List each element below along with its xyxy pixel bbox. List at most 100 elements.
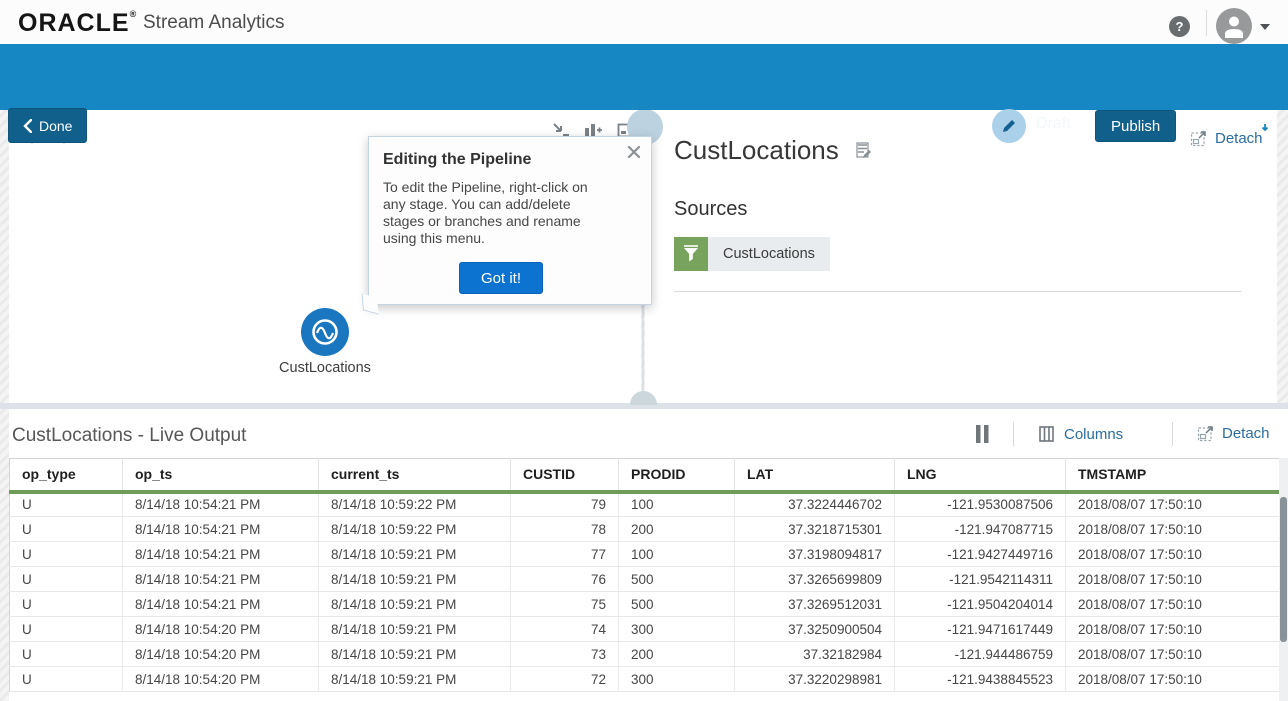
cell-op_type: U	[9, 566, 123, 592]
column-header-TMSTAMP[interactable]: TMSTAMP	[1065, 458, 1280, 494]
sources-heading: Sources	[674, 198, 748, 220]
cell-op_ts: 8/14/18 10:54:21 PM	[122, 516, 319, 542]
pause-icon[interactable]	[973, 424, 993, 444]
cell-PRODID: 300	[618, 616, 735, 642]
cell-PRODID: 200	[618, 516, 735, 542]
cell-TMSTAMP: 2018/08/07 17:50:10	[1065, 491, 1280, 517]
table-scrollbar-thumb[interactable]	[1280, 497, 1287, 642]
cell-CUSTID: 75	[510, 591, 619, 617]
table-row[interactable]: U 8/14/18 10:54:21 PM 8/14/18 10:59:22 PM 7…	[9, 491, 1280, 517]
cell-current_ts: 8/14/18 10:59:21 PM	[318, 591, 511, 617]
cell-op_ts: 8/14/18 10:54:21 PM	[122, 591, 319, 617]
table-row[interactable]: U 8/14/18 10:54:21 PM 8/14/18 10:59:21 PM 7…	[9, 591, 1280, 617]
canvas-fit-icon[interactable]	[552, 122, 570, 139]
cell-TMSTAMP: 2018/08/07 17:50:10	[1065, 566, 1280, 592]
cell-op_type: U	[9, 641, 123, 667]
live-output-section: CustLocations - Live Output Columns Deta…	[9, 409, 1288, 701]
chevron-left-icon	[23, 118, 32, 133]
cell-CUSTID: 78	[510, 516, 619, 542]
toolbar-separator	[1172, 422, 1173, 446]
horizontal-divider[interactable]	[0, 403, 1288, 409]
oracle-logo: ORACLE®	[18, 9, 138, 37]
got-it-button[interactable]: Got it!	[459, 262, 544, 294]
detach-icon	[1190, 131, 1206, 147]
table-row[interactable]: U 8/14/18 10:54:21 PM 8/14/18 10:59:22 PM 7…	[9, 516, 1280, 542]
column-header-PRODID[interactable]: PRODID	[618, 458, 735, 494]
toolbar-separator	[1013, 422, 1014, 446]
cell-TMSTAMP: 2018/08/07 17:50:10	[1065, 516, 1280, 542]
cell-TMSTAMP: 2018/08/07 17:50:10	[1065, 616, 1280, 642]
cell-CUSTID: 72	[510, 666, 619, 692]
cell-LNG: -121.9504204014	[894, 591, 1066, 617]
cell-current_ts: 8/14/18 10:59:21 PM	[318, 666, 511, 692]
pipeline-header-bar: Done Real-Time Offers Draft Publish	[0, 44, 1288, 143]
page-title: Real-Time Offers	[110, 109, 307, 139]
live-output-title: CustLocations - Live Output	[12, 425, 247, 446]
cell-op_type: U	[9, 541, 123, 567]
cell-op_ts: 8/14/18 10:54:20 PM	[122, 641, 319, 667]
cell-current_ts: 8/14/18 10:59:22 PM	[318, 516, 511, 542]
cell-op_type: U	[9, 666, 123, 692]
avatar-caret-icon[interactable]	[1260, 24, 1270, 30]
canvas-chart-icon[interactable]	[584, 122, 602, 139]
splitter-handle[interactable]	[630, 391, 657, 405]
live-output-detach-button[interactable]: Detach	[1197, 425, 1270, 442]
detach-icon	[1197, 426, 1213, 442]
column-header-op_ts[interactable]: op_ts	[122, 458, 319, 494]
cell-LNG: -121.947087715	[894, 516, 1066, 542]
done-button[interactable]: Done	[8, 108, 88, 143]
cell-CUSTID: 79	[510, 491, 619, 517]
close-icon[interactable]	[625, 143, 643, 161]
pencil-icon	[1003, 120, 1015, 132]
table-row[interactable]: U 8/14/18 10:54:20 PM 8/14/18 10:59:21 PM 7…	[9, 641, 1280, 667]
cell-LAT: 37.3224446702	[734, 491, 895, 517]
funnel-icon	[674, 237, 708, 271]
tooltip-body: To edit the Pipeline, right-click on any…	[383, 179, 588, 246]
column-header-current_ts[interactable]: current_ts	[318, 458, 511, 494]
cell-LNG: -121.9438845523	[894, 666, 1066, 692]
cell-current_ts: 8/14/18 10:59:22 PM	[318, 491, 511, 517]
cell-op_ts: 8/14/18 10:54:21 PM	[122, 541, 319, 567]
column-header-CUSTID[interactable]: CUSTID	[510, 458, 619, 494]
table-row[interactable]: U 8/14/18 10:54:21 PM 8/14/18 10:59:21 PM 7…	[9, 566, 1280, 592]
source-chip-custlocations[interactable]: CustLocations	[674, 237, 830, 271]
deploy-icon[interactable]	[1255, 116, 1277, 136]
help-icon[interactable]: ?	[1169, 16, 1190, 37]
pipeline-node-custlocations[interactable]	[301, 308, 349, 356]
column-header-op_type[interactable]: op_type	[9, 458, 123, 494]
cell-LNG: -121.944486759	[894, 641, 1066, 667]
node-label: CustLocations	[279, 360, 371, 376]
publish-button[interactable]: Publish	[1095, 110, 1177, 142]
panel-detach-button[interactable]: Detach	[1190, 130, 1263, 147]
cell-TMSTAMP: 2018/08/07 17:50:10	[1065, 666, 1280, 692]
cell-op_ts: 8/14/18 10:54:20 PM	[122, 666, 319, 692]
stage-title: CustLocations	[674, 135, 839, 165]
cell-LNG: -121.9427449716	[894, 541, 1066, 567]
column-header-LAT[interactable]: LAT	[734, 458, 895, 494]
topbar-separator	[1206, 10, 1207, 36]
topology-icon[interactable]	[1195, 116, 1217, 136]
stage-details-panel: CustLocations Detach Sources CustLocatio…	[645, 110, 1277, 405]
cell-LNG: -121.9471617449	[894, 616, 1066, 642]
edit-document-icon[interactable]	[1225, 116, 1247, 136]
table-header-row: op_type op_ts current_ts CUSTID PRODID LAT LNG…	[9, 458, 1280, 494]
table-row[interactable]: U 8/14/18 10:54:21 PM 8/14/18 10:59:21 PM 7…	[9, 541, 1280, 567]
column-header-LNG[interactable]: LNG	[894, 458, 1066, 494]
table-row[interactable]: U 8/14/18 10:54:20 PM 8/14/18 10:59:21 PM 7…	[9, 666, 1280, 692]
cell-LNG: -121.9530087506	[894, 491, 1066, 517]
cell-CUSTID: 77	[510, 541, 619, 567]
rename-icon[interactable]	[855, 142, 873, 160]
table-row[interactable]: U 8/14/18 10:54:20 PM 8/14/18 10:59:21 PM 7…	[9, 616, 1280, 642]
cell-op_type: U	[9, 491, 123, 517]
cell-TMSTAMP: 2018/08/07 17:50:10	[1065, 641, 1280, 667]
cell-op_ts: 8/14/18 10:54:21 PM	[122, 491, 319, 517]
user-avatar[interactable]	[1216, 8, 1252, 44]
panel-divider	[674, 291, 1241, 292]
cell-PRODID: 100	[618, 491, 735, 517]
cell-LAT: 37.3198094817	[734, 541, 895, 567]
person-icon	[1225, 16, 1243, 38]
cell-LAT: 37.3265699809	[734, 566, 895, 592]
cell-LAT: 37.32182984	[734, 641, 895, 667]
cell-op_type: U	[9, 591, 123, 617]
columns-button[interactable]: Columns	[1038, 425, 1123, 443]
